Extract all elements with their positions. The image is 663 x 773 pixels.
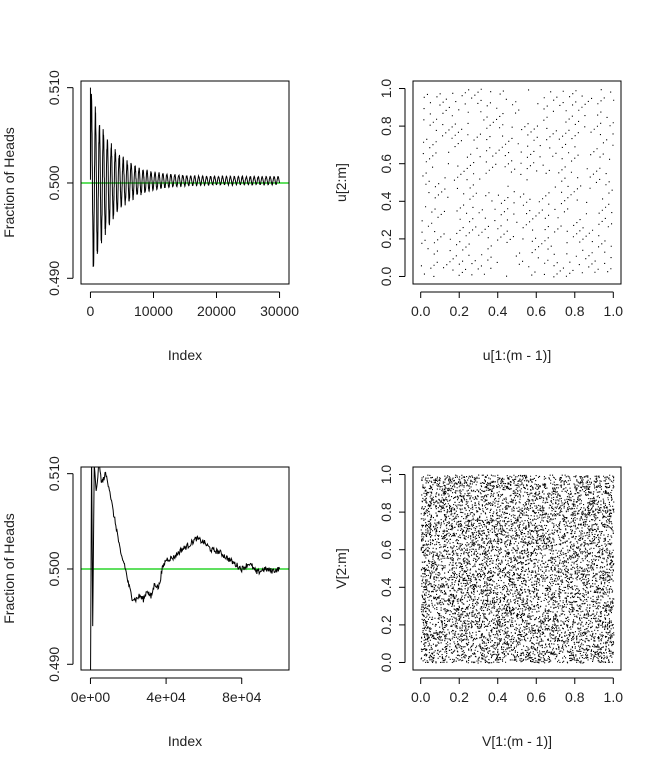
x-tick-label: 0.4 xyxy=(488,689,508,705)
x-tick-label: 1.0 xyxy=(604,689,624,705)
x-tick-label: 0.6 xyxy=(527,303,547,319)
y-tick-label: 0.4 xyxy=(378,577,394,597)
x-axis-title: Index xyxy=(168,347,202,363)
x-tick-label: 0.8 xyxy=(565,303,585,319)
x-tick-label: 0.2 xyxy=(449,303,469,319)
y-tick-label: 0.6 xyxy=(378,154,394,174)
y-axis-title: u[2:m] xyxy=(333,163,349,202)
y-tick-label: 0.6 xyxy=(378,540,394,560)
x-tick-label: 0e+00 xyxy=(71,689,111,705)
y-tick-label: 0.490 xyxy=(46,261,62,296)
y-axis-title: Fraction of Heads xyxy=(1,127,17,238)
plot-frame xyxy=(80,80,290,285)
y-tick-label: 0.0 xyxy=(378,653,394,673)
scatter-point-cloud xyxy=(420,474,615,664)
x-tick-label: 8e+04 xyxy=(222,689,262,705)
chart-panel-top-right: 0.0 0.2 0.4 0.6 0.8 1.0 0.0 0.2 0.4 0.6 0.8 1.0 u[1:… xyxy=(333,79,623,363)
y-tick-label: 0.0 xyxy=(378,267,394,287)
plot-frame xyxy=(412,466,622,671)
x-axis-title: Index xyxy=(168,733,202,749)
y-tick-label: 0.500 xyxy=(46,165,62,200)
x-tick-label: 0 xyxy=(87,303,95,319)
y-tick-label: 0.4 xyxy=(378,191,394,211)
x-tick-label: 30000 xyxy=(260,303,299,319)
y-tick-label: 1.0 xyxy=(378,465,394,485)
y-axis-title: Fraction of Heads xyxy=(1,513,17,624)
x-tick-label: 0.8 xyxy=(565,689,585,705)
x-tick-label: 20000 xyxy=(197,303,236,319)
y-tick-label: 0.2 xyxy=(378,615,394,635)
x-tick-label: 4e+04 xyxy=(146,689,186,705)
chart-panel-top-left: 0 10000 20000 30000 0.490 0.500 0.510 Index Frac… xyxy=(1,70,299,363)
y-tick-label: 0.500 xyxy=(46,551,62,586)
y-tick-label: 0.2 xyxy=(378,229,394,249)
x-tick-label: 0.4 xyxy=(488,303,508,319)
x-tick-label: 1.0 xyxy=(604,303,624,319)
plot-area xyxy=(420,474,615,664)
x-axis-title: u[1:(m - 1)] xyxy=(483,347,551,363)
y-tick-label: 0.8 xyxy=(378,116,394,136)
plot-frame xyxy=(412,80,622,285)
x-tick-label: 0.0 xyxy=(411,689,431,705)
series-line-0 xyxy=(89,87,281,267)
y-tick-label: 0.510 xyxy=(46,70,62,105)
plot-area xyxy=(81,467,289,670)
x-tick-label: 0.6 xyxy=(527,689,547,705)
chart-panel-bottom-left: 0e+00 4e+04 8e+04 0.490 0.500 0.510 Index Fract… xyxy=(1,456,290,749)
x-tick-label: 10000 xyxy=(134,303,173,319)
y-tick-label: 0.8 xyxy=(378,502,394,522)
x-axis-title: V[1:(m - 1)] xyxy=(482,733,552,749)
y-axis-title: V[2:m] xyxy=(333,548,349,588)
y-tick-label: 0.510 xyxy=(46,456,62,491)
scatter-points xyxy=(420,474,615,664)
plot-area xyxy=(81,87,289,267)
x-tick-label: 0.2 xyxy=(449,689,469,705)
x-tick-label: 0.0 xyxy=(411,303,431,319)
y-tick-label: 0.490 xyxy=(46,647,62,682)
y-tick-label: 1.0 xyxy=(378,79,394,99)
series-line-0 xyxy=(90,467,281,670)
plot-frame xyxy=(80,466,290,671)
chart-panel-bottom-right: 0.0 0.2 0.4 0.6 0.8 1.0 0.0 0.2 0.4 0.6 0.8 1.0 V[1:… xyxy=(333,465,623,749)
